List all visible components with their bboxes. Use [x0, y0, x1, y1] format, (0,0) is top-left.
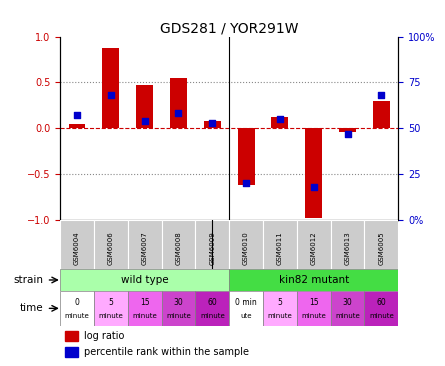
Text: time: time	[20, 303, 43, 313]
Text: 5: 5	[109, 298, 113, 307]
Text: minute: minute	[335, 313, 360, 319]
Bar	[305, 128, 322, 218]
Bar	[170, 78, 187, 128]
Text: minute: minute	[166, 313, 191, 319]
Text: 15: 15	[140, 298, 150, 307]
Bar	[60, 291, 94, 326]
Bar	[297, 291, 331, 326]
Text: minute: minute	[200, 313, 225, 319]
Bar	[128, 291, 162, 326]
Point	[73, 112, 81, 118]
Text: GSM6008: GSM6008	[175, 231, 182, 265]
Text: kin82 mutant: kin82 mutant	[279, 275, 349, 285]
Text: minute: minute	[267, 313, 292, 319]
Text: 60: 60	[376, 298, 386, 307]
Text: GSM6009: GSM6009	[209, 231, 215, 265]
Title: GDS281 / YOR291W: GDS281 / YOR291W	[160, 22, 299, 36]
Point	[209, 120, 216, 126]
Text: GSM6010: GSM6010	[243, 231, 249, 265]
Bar	[364, 291, 398, 326]
Point	[243, 180, 250, 186]
Text: 30: 30	[343, 298, 352, 307]
Bar	[195, 220, 229, 269]
Text: wild type: wild type	[121, 275, 169, 285]
Text: GSM6012: GSM6012	[311, 231, 317, 265]
Bar	[229, 220, 263, 269]
Bar	[136, 85, 153, 128]
Bar	[297, 220, 331, 269]
Bar	[162, 291, 195, 326]
Point	[107, 92, 114, 98]
Text: percentile rank within the sample: percentile rank within the sample	[84, 347, 249, 357]
Point	[175, 111, 182, 116]
Text: log ratio: log ratio	[84, 331, 124, 341]
Bar	[271, 117, 288, 128]
Text: 5: 5	[278, 298, 282, 307]
Text: minute: minute	[301, 313, 326, 319]
Bar	[65, 347, 78, 357]
Text: minute: minute	[369, 313, 394, 319]
Bar	[60, 269, 229, 291]
Bar	[229, 291, 263, 326]
Bar	[339, 128, 356, 132]
Point	[344, 131, 351, 137]
Text: strain: strain	[13, 275, 43, 285]
Bar	[195, 291, 229, 326]
Point	[378, 92, 385, 98]
Bar	[60, 220, 94, 269]
Text: GSM6006: GSM6006	[108, 231, 114, 265]
Bar	[69, 123, 85, 128]
Bar	[373, 101, 390, 128]
Text: 0 min: 0 min	[235, 298, 257, 307]
Text: minute: minute	[98, 313, 123, 319]
Bar	[263, 220, 297, 269]
Text: GSM6005: GSM6005	[378, 231, 384, 265]
Bar	[94, 220, 128, 269]
Bar	[331, 220, 364, 269]
Bar	[263, 291, 297, 326]
Text: 30: 30	[174, 298, 183, 307]
Bar	[128, 220, 162, 269]
Point	[141, 118, 148, 124]
Bar	[364, 220, 398, 269]
Bar	[204, 121, 221, 128]
Text: GSM6011: GSM6011	[277, 231, 283, 265]
Bar	[229, 269, 398, 291]
Bar	[102, 48, 119, 128]
Text: GSM6004: GSM6004	[74, 231, 80, 265]
Text: minute: minute	[65, 313, 89, 319]
Point	[276, 116, 283, 122]
Text: ute: ute	[240, 313, 252, 319]
Point	[310, 184, 317, 190]
Bar	[162, 220, 195, 269]
Text: 15: 15	[309, 298, 319, 307]
Bar	[94, 291, 128, 326]
Bar	[65, 331, 78, 341]
Bar	[331, 291, 364, 326]
Text: 0: 0	[75, 298, 79, 307]
Bar	[238, 128, 255, 185]
Text: 60: 60	[207, 298, 217, 307]
Text: GSM6013: GSM6013	[344, 231, 351, 265]
Text: GSM6007: GSM6007	[142, 231, 148, 265]
Text: minute: minute	[132, 313, 157, 319]
